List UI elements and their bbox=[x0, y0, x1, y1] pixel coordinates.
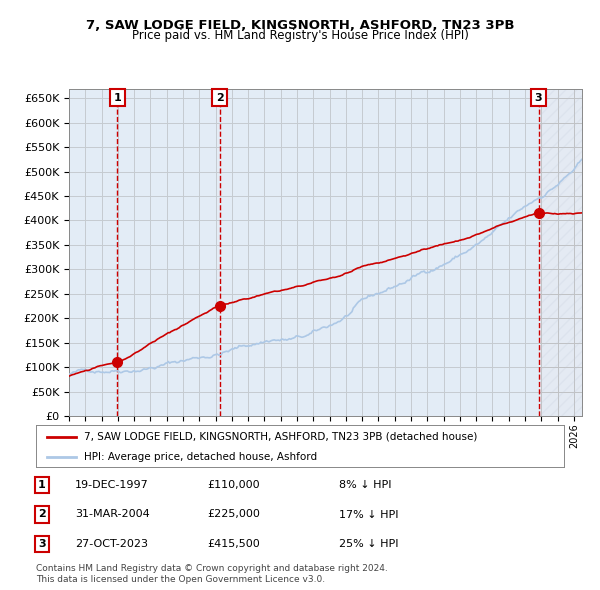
Text: 7, SAW LODGE FIELD, KINGSNORTH, ASHFORD, TN23 3PB (detached house): 7, SAW LODGE FIELD, KINGSNORTH, ASHFORD,… bbox=[83, 432, 477, 442]
Bar bbox=[220, 88, 539, 416]
Text: 8% ↓ HPI: 8% ↓ HPI bbox=[339, 480, 391, 490]
Text: Contains HM Land Registry data © Crown copyright and database right 2024.: Contains HM Land Registry data © Crown c… bbox=[36, 564, 388, 573]
Text: £110,000: £110,000 bbox=[207, 480, 260, 490]
Text: 17% ↓ HPI: 17% ↓ HPI bbox=[339, 510, 398, 519]
Bar bbox=[118, 88, 220, 416]
Text: 3: 3 bbox=[38, 539, 46, 549]
Bar bbox=[539, 88, 582, 416]
Bar bbox=[69, 88, 118, 416]
Text: 3: 3 bbox=[535, 93, 542, 103]
Text: 19-DEC-1997: 19-DEC-1997 bbox=[75, 480, 149, 490]
Text: 7, SAW LODGE FIELD, KINGSNORTH, ASHFORD, TN23 3PB: 7, SAW LODGE FIELD, KINGSNORTH, ASHFORD,… bbox=[86, 19, 514, 32]
Text: This data is licensed under the Open Government Licence v3.0.: This data is licensed under the Open Gov… bbox=[36, 575, 325, 584]
Text: Price paid vs. HM Land Registry's House Price Index (HPI): Price paid vs. HM Land Registry's House … bbox=[131, 30, 469, 42]
Text: 1: 1 bbox=[113, 93, 121, 103]
Text: £225,000: £225,000 bbox=[207, 510, 260, 519]
Text: 1: 1 bbox=[38, 480, 46, 490]
Text: 2: 2 bbox=[216, 93, 224, 103]
Text: 2: 2 bbox=[38, 510, 46, 519]
Text: £415,500: £415,500 bbox=[207, 539, 260, 549]
Text: 27-OCT-2023: 27-OCT-2023 bbox=[75, 539, 148, 549]
Text: HPI: Average price, detached house, Ashford: HPI: Average price, detached house, Ashf… bbox=[83, 452, 317, 461]
Text: 25% ↓ HPI: 25% ↓ HPI bbox=[339, 539, 398, 549]
Text: 31-MAR-2004: 31-MAR-2004 bbox=[75, 510, 150, 519]
